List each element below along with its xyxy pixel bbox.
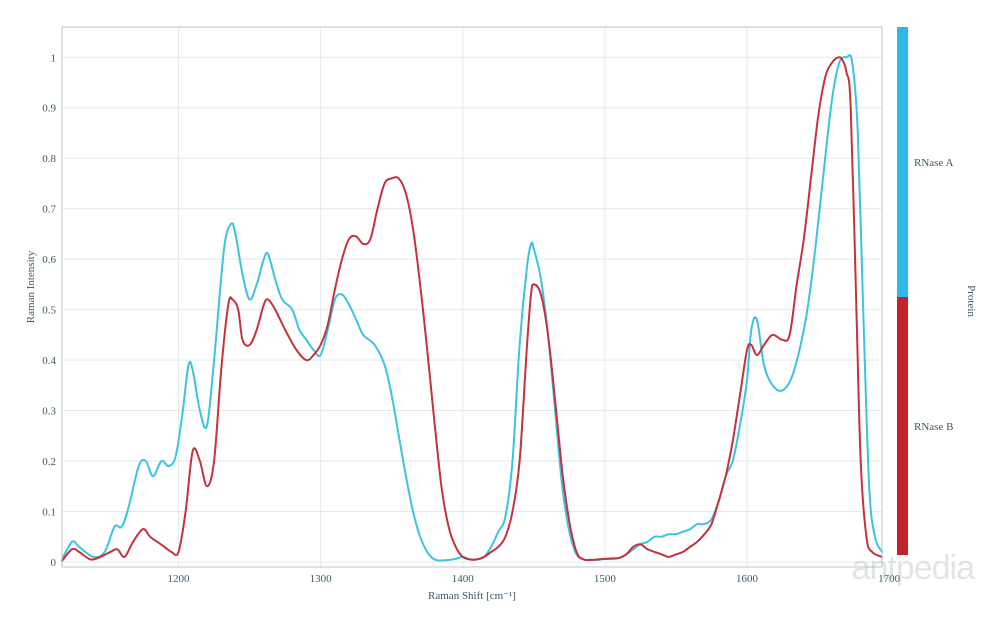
x-tick-label: 1400 (452, 573, 475, 585)
y-tick-label: 0 (51, 557, 57, 569)
y-tick-label: 0.6 (42, 254, 56, 266)
plot-frame (61, 26, 883, 568)
y-tick-label: 0.1 (42, 506, 56, 518)
y-tick-label: 0.8 (42, 153, 56, 165)
y-tick-label: 0.5 (42, 305, 56, 317)
y-axis-title: Raman Intensity (25, 250, 37, 323)
colorbar-label-rnase-a: RNase A (914, 157, 953, 169)
x-tick-label: 1500 (594, 573, 617, 585)
y-tick-label: 0.3 (42, 406, 56, 418)
x-tick-label: 1700 (878, 573, 901, 585)
x-tick-label: 1600 (736, 573, 759, 585)
y-tick-label: 0.4 (42, 355, 56, 367)
colorbar: RNase A RNase B Protein (897, 27, 977, 555)
colorbar-segment-rnase-a (897, 27, 908, 297)
watermark-logo: antpedia (851, 549, 975, 587)
y-tick-label: 0.9 (42, 103, 56, 115)
x-tick-label: 1300 (310, 573, 333, 585)
x-tick-labels: 1200 1300 1400 1500 1600 1700 (168, 573, 901, 585)
x-tick-label: 1200 (168, 573, 191, 585)
colorbar-label-rnase-b: RNase B (914, 421, 953, 433)
y-tick-labels: 0 0.1 0.2 0.3 0.4 0.5 0.6 0.7 0.8 0.9 1 (42, 52, 56, 569)
series-line-rnase-a (61, 54, 883, 562)
colorbar-title: Protein (965, 285, 977, 317)
y-tick-label: 0.7 (42, 204, 56, 216)
colorbar-segment-rnase-b (897, 297, 908, 555)
y-tick-label: 1 (51, 52, 57, 64)
grid (62, 27, 882, 567)
series-line-rnase-b (61, 56, 883, 562)
y-tick-label: 0.2 (42, 456, 56, 468)
x-axis-title: Raman Shift [cm⁻¹] (428, 590, 516, 602)
series-lines (61, 54, 883, 562)
